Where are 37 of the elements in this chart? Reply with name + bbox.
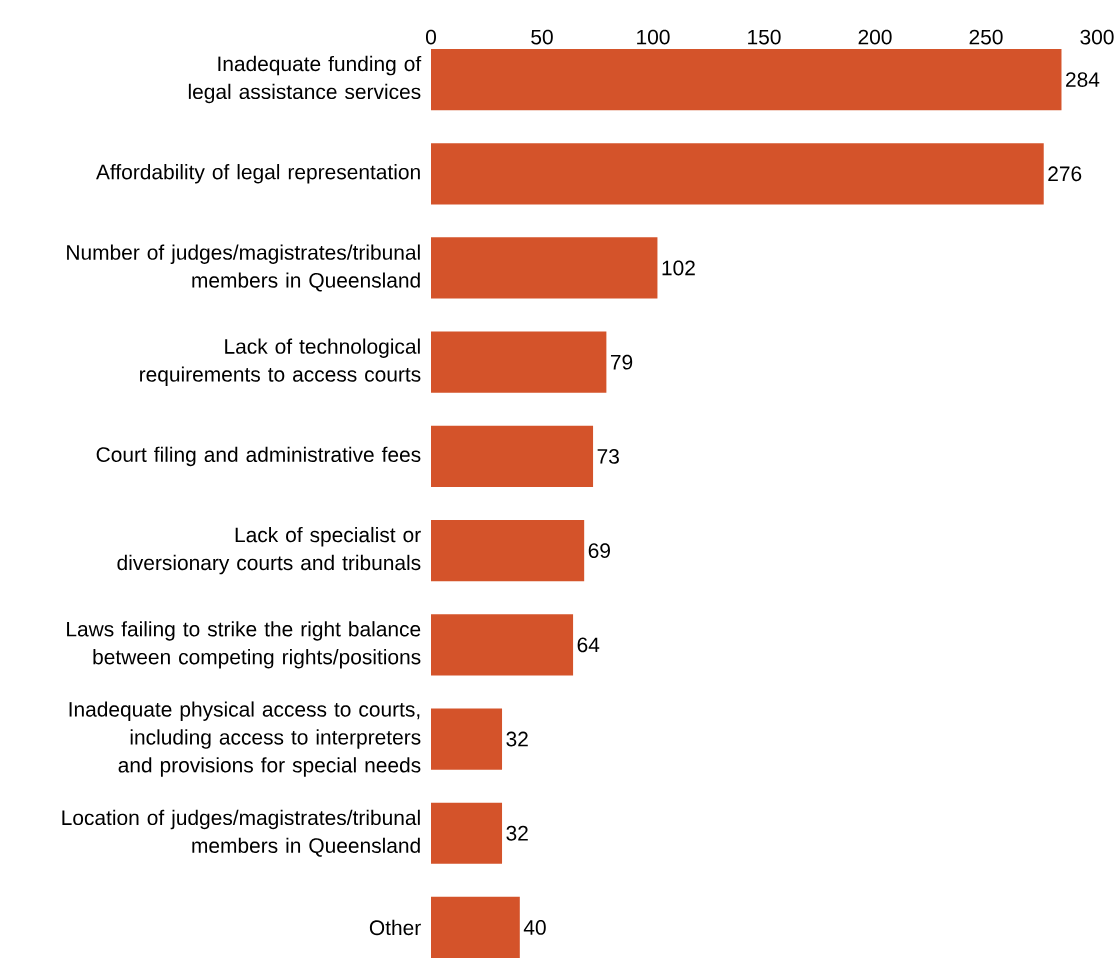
y-tick-label: Number of judges/magistrates/tribunal members in Queensland [67, 244, 420, 292]
y-tick-label: Court filing and administrative fees [96, 446, 421, 467]
y-tick-label: Laws failing to strike the right balance between competing rights/positions [67, 621, 421, 669]
x-tick-label: 300 [1080, 29, 1114, 45]
data-label: 73 [597, 449, 619, 464]
data-label: 102 [662, 260, 695, 276]
y-tick-label: Location of judges/magistrates/tribunal members in Queensland [62, 809, 420, 857]
bar [431, 708, 503, 770]
bar [431, 425, 594, 488]
y-tick-label: Inadequate physical access to courts, including access to interpreters and provisions for special needs [69, 701, 421, 777]
bar [431, 143, 1044, 205]
data-label: 284 [1066, 72, 1100, 87]
x-tick-label: 150 [748, 29, 781, 45]
x-tick-label: 0 [425, 29, 436, 45]
data-label: 276 [1048, 166, 1082, 182]
bar [431, 614, 574, 676]
bar [431, 237, 658, 299]
data-label: 64 [577, 637, 600, 653]
x-tick-label: 100 [637, 29, 670, 45]
data-label: 40 [523, 920, 546, 935]
data-label: 79 [610, 354, 633, 370]
y-tick-label: Lack of specialist or diversionary courts and tribunals [117, 526, 421, 575]
data-label: 69 [588, 543, 610, 559]
x-tick-label: 200 [858, 29, 892, 45]
bar [431, 48, 1062, 111]
y-tick-label: Affordability of legal representation [96, 164, 420, 184]
x-tick-label: 50 [531, 29, 553, 45]
x-tick-label: 250 [969, 29, 1003, 45]
data-label: 32 [506, 731, 528, 747]
bar [431, 331, 607, 393]
data-label: 32 [506, 825, 528, 841]
bar [431, 896, 520, 959]
bar [431, 802, 503, 864]
y-tick-label: Lack of technological requirements to access courts [140, 338, 421, 386]
y-tick-label: Other [369, 919, 421, 936]
bar [431, 520, 585, 582]
y-tick-label: Inadequate funding of legal assistance services [188, 55, 422, 104]
